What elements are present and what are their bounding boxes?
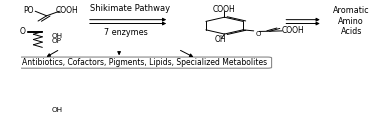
Text: OH: OH <box>51 107 62 113</box>
Text: COOH: COOH <box>56 6 79 15</box>
Text: Aromatic
Amino
Acids: Aromatic Amino Acids <box>333 6 370 36</box>
FancyBboxPatch shape <box>19 57 271 68</box>
Text: 7 enzymes: 7 enzymes <box>104 29 148 38</box>
Text: Shikimate Pathway: Shikimate Pathway <box>90 4 170 13</box>
Text: COOH: COOH <box>213 5 236 14</box>
Text: COOH: COOH <box>282 26 304 35</box>
Text: Antibiotics, Cofactors, Pigments, Lipids, Specialized Metabolites: Antibiotics, Cofactors, Pigments, Lipids… <box>22 58 267 67</box>
Text: OH: OH <box>51 33 62 39</box>
Text: PO: PO <box>23 6 34 15</box>
Text: O: O <box>20 27 26 36</box>
Text: OH: OH <box>214 35 226 44</box>
Text: OP: OP <box>51 38 61 44</box>
Text: O: O <box>256 31 261 37</box>
